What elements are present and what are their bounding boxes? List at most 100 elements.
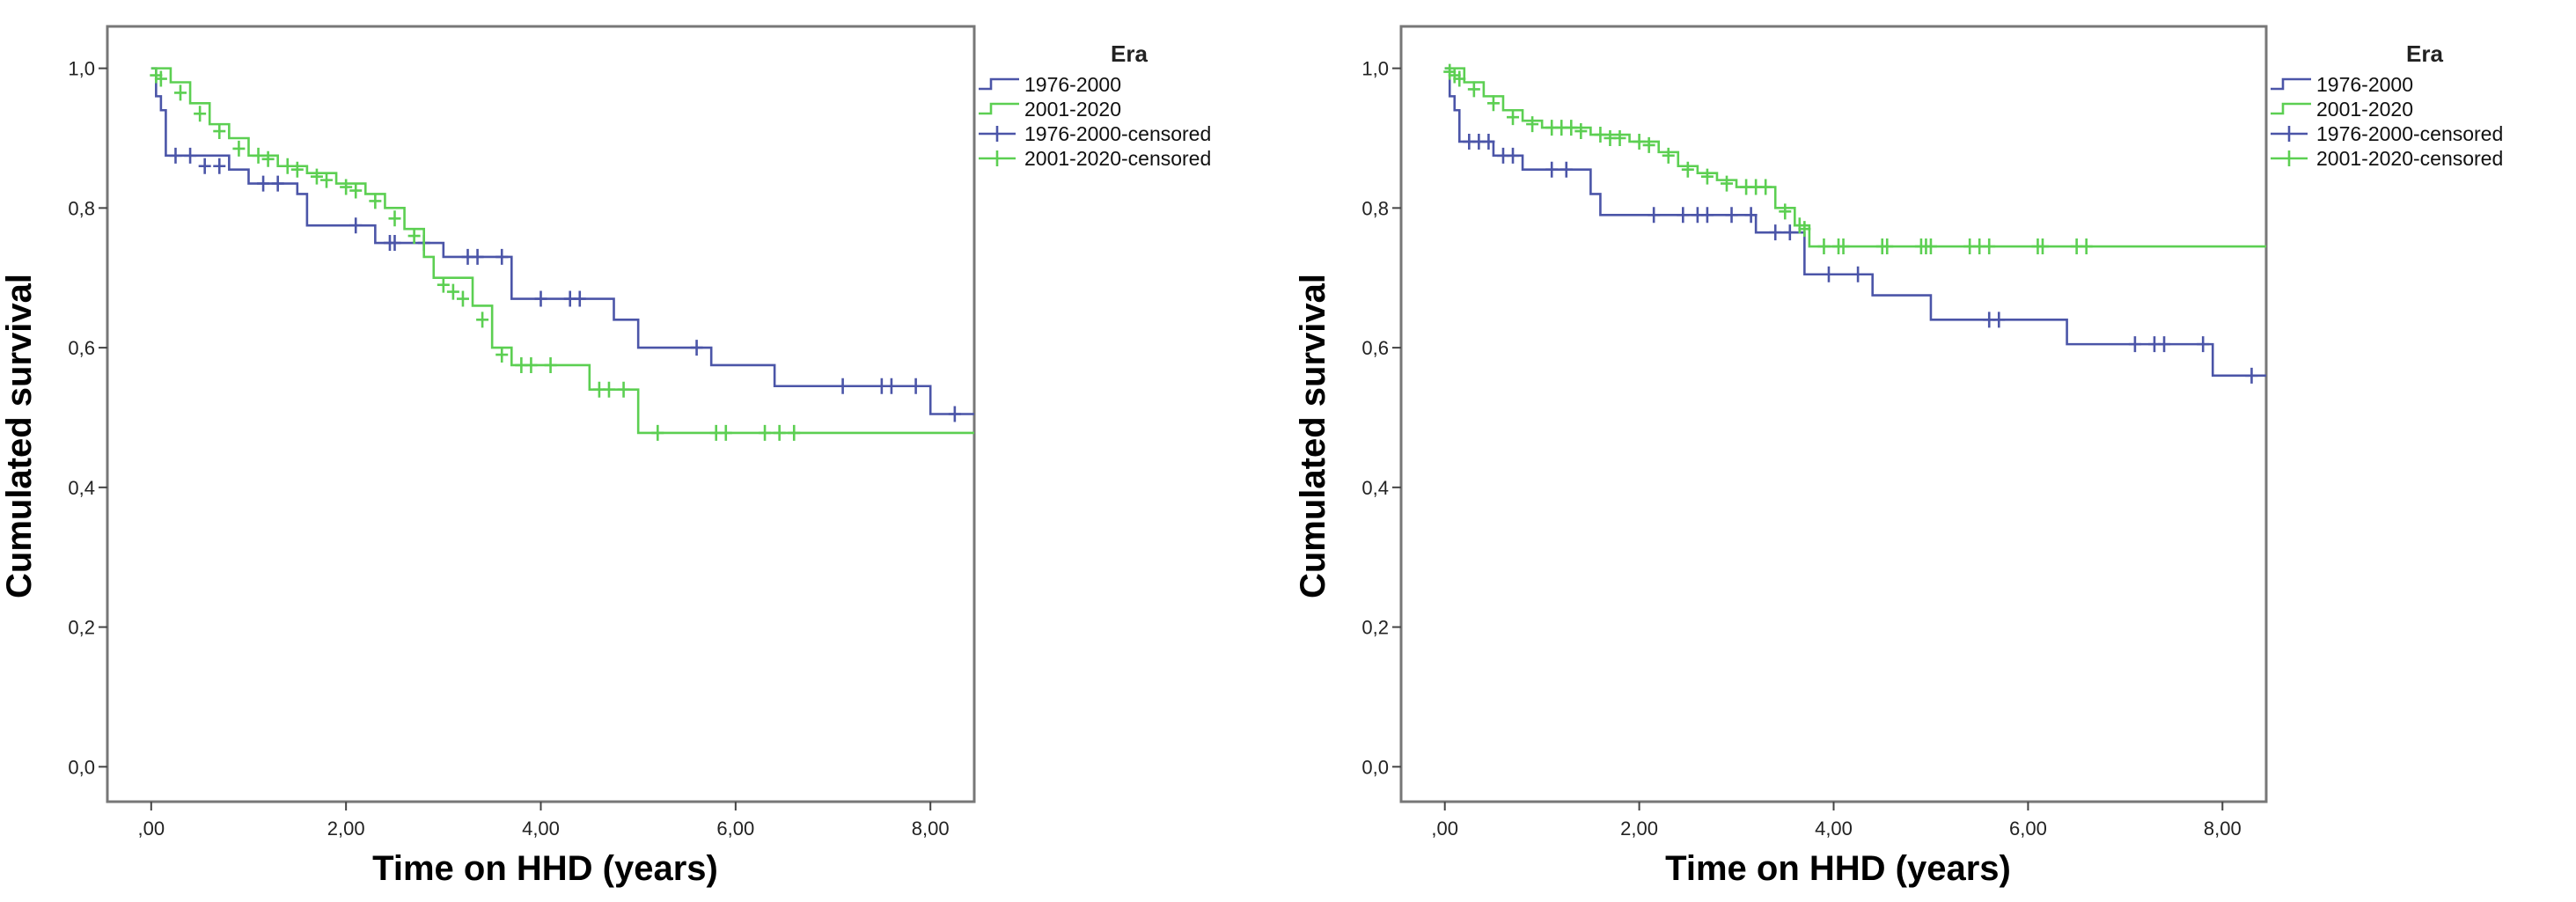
legend: Era 1976-20002001-20201976-2000-censored2… (2271, 40, 2503, 170)
censor-mark-2 (407, 228, 421, 245)
x-tick-label: 6,00 (2009, 818, 2047, 840)
censor-mark-2 (1881, 238, 1894, 255)
censor-mark-1 (2128, 336, 2141, 353)
censor-mark-1 (1744, 207, 1758, 224)
censor-mark-2 (602, 381, 615, 398)
censor-mark-1 (1507, 147, 1520, 164)
censor-mark-2 (1837, 238, 1850, 255)
x-tick-label: ,00 (1431, 818, 1458, 840)
censor-mark-2 (369, 193, 382, 209)
censor-mark-2 (495, 347, 509, 363)
censor-mark-2 (281, 158, 294, 174)
censor-mark-1 (1725, 207, 1738, 224)
censor-mark-1 (2245, 367, 2258, 384)
censor-mark-2 (525, 356, 538, 373)
y-tick-label: 0,4 (1361, 477, 1389, 499)
censor-mark-2 (2036, 238, 2049, 255)
censor-mark-2 (1759, 179, 1772, 195)
legend: Era 1976-20002001-20201976-2000-censored2… (979, 40, 1211, 170)
censor-mark-1 (1545, 161, 1559, 178)
censor-mark-1 (690, 340, 703, 356)
x-tick-label: 2,00 (1620, 818, 1658, 840)
legend-swatch-line (979, 77, 1019, 91)
legend-title: Era (2406, 40, 2443, 67)
censor-mark-2 (476, 312, 489, 328)
censor-mark-2 (1700, 168, 1714, 185)
censor-mark-2 (1526, 116, 1539, 133)
x-tick-label: 6,00 (716, 818, 754, 840)
censor-mark-2 (349, 182, 363, 199)
censor-mark-1 (1560, 161, 1573, 178)
censor-mark-2 (1565, 120, 1578, 136)
legend-swatch-censor (979, 126, 1016, 142)
y-tick-label: 0,8 (68, 197, 95, 219)
y-tick-label: 0,0 (68, 756, 95, 778)
y-axis-title: Cumulated survival (1294, 274, 1332, 598)
y-tick-label: 0,2 (1361, 617, 1389, 639)
x-tick-label: 4,00 (522, 818, 560, 840)
censor-mark-2 (1983, 238, 1996, 255)
censor-mark-1 (2158, 336, 2171, 353)
censor-mark-1 (388, 235, 401, 252)
legend-swatch-censor (2271, 126, 2308, 142)
censor-mark-1 (1769, 224, 1782, 241)
censor-mark-2 (1924, 238, 1937, 255)
censor-mark-2 (437, 276, 450, 293)
y-tick-label: 0,8 (1361, 197, 1389, 219)
y-tick-label: 1,0 (68, 58, 95, 80)
legend-swatch-line (979, 102, 1019, 115)
censor-mark-1 (184, 147, 197, 164)
censor-mark-2 (1594, 127, 1607, 143)
censor-mark-2 (617, 381, 630, 398)
chart-panel-1: 0,0 0,2 0,4 0,6 0,8 1,0 ,00 2,00 4,00 6,00 8,00 Tim… (0, 25, 1211, 888)
censor-mark-2 (544, 356, 557, 373)
legend-label: 2001-2020-censored (2316, 147, 2503, 170)
censor-mark-2 (788, 424, 801, 441)
censor-mark-2 (446, 283, 459, 300)
censor-mark-2 (1467, 81, 1480, 98)
legend-label: 2001-2020 (1024, 98, 1121, 121)
censor-mark-2 (651, 424, 664, 441)
x-tick-label: 2,00 (327, 818, 365, 840)
legend-swatch-censor (2271, 150, 2308, 166)
censor-mark-2 (290, 161, 304, 178)
censor-mark-2 (1779, 203, 1792, 220)
x-axis-title: Time on HHD (years) (372, 849, 718, 888)
legend-swatch-line (2271, 77, 2311, 91)
censor-mark-2 (1662, 147, 1675, 164)
censor-mark-2 (759, 424, 772, 441)
series-line-2 (150, 67, 974, 435)
censor-mark-2 (174, 84, 187, 101)
chart-panel-2: 0,0 0,2 0,4 0,6 0,8 1,0 ,00 2,00 4,00 6,00 8,00 Tim… (1294, 25, 2503, 888)
legend-title: Era (1111, 40, 1148, 67)
censor-mark-2 (310, 168, 323, 185)
plot-frame (106, 25, 976, 803)
censor-mark-2 (1642, 136, 1655, 153)
legend-label: 1976-2000 (1024, 73, 1121, 96)
y-tick-label: 0,2 (68, 617, 95, 639)
censor-mark-1 (909, 378, 922, 394)
censor-mark-2 (1817, 238, 1831, 255)
censor-mark-1 (495, 248, 509, 265)
censor-mark-1 (1783, 224, 1796, 241)
x-tick-label: 4,00 (1815, 818, 1853, 840)
legend-label: 1976-2000-censored (1024, 122, 1211, 145)
censor-mark-1 (1993, 312, 2006, 328)
censor-mark-2 (388, 210, 401, 227)
y-axis-title: Cumulated survival (0, 274, 39, 598)
censor-mark-1 (198, 158, 211, 174)
censor-mark-2 (1507, 109, 1520, 126)
series-line-1 (150, 67, 974, 415)
censor-mark-2 (2080, 238, 2093, 255)
censor-mark-1 (534, 290, 547, 307)
censor-mark-2 (456, 290, 469, 307)
legend-label: 2001-2020 (2316, 98, 2413, 121)
censor-mark-2 (320, 172, 334, 188)
censor-mark-2 (1681, 161, 1694, 178)
censor-mark-1 (836, 378, 849, 394)
y-tick-label: 0,6 (68, 337, 95, 359)
legend-swatch-censor (979, 150, 1016, 166)
censor-mark-1 (948, 406, 961, 422)
legend-label: 1976-2000 (2316, 73, 2413, 96)
x-tick-label: 8,00 (2204, 818, 2242, 840)
